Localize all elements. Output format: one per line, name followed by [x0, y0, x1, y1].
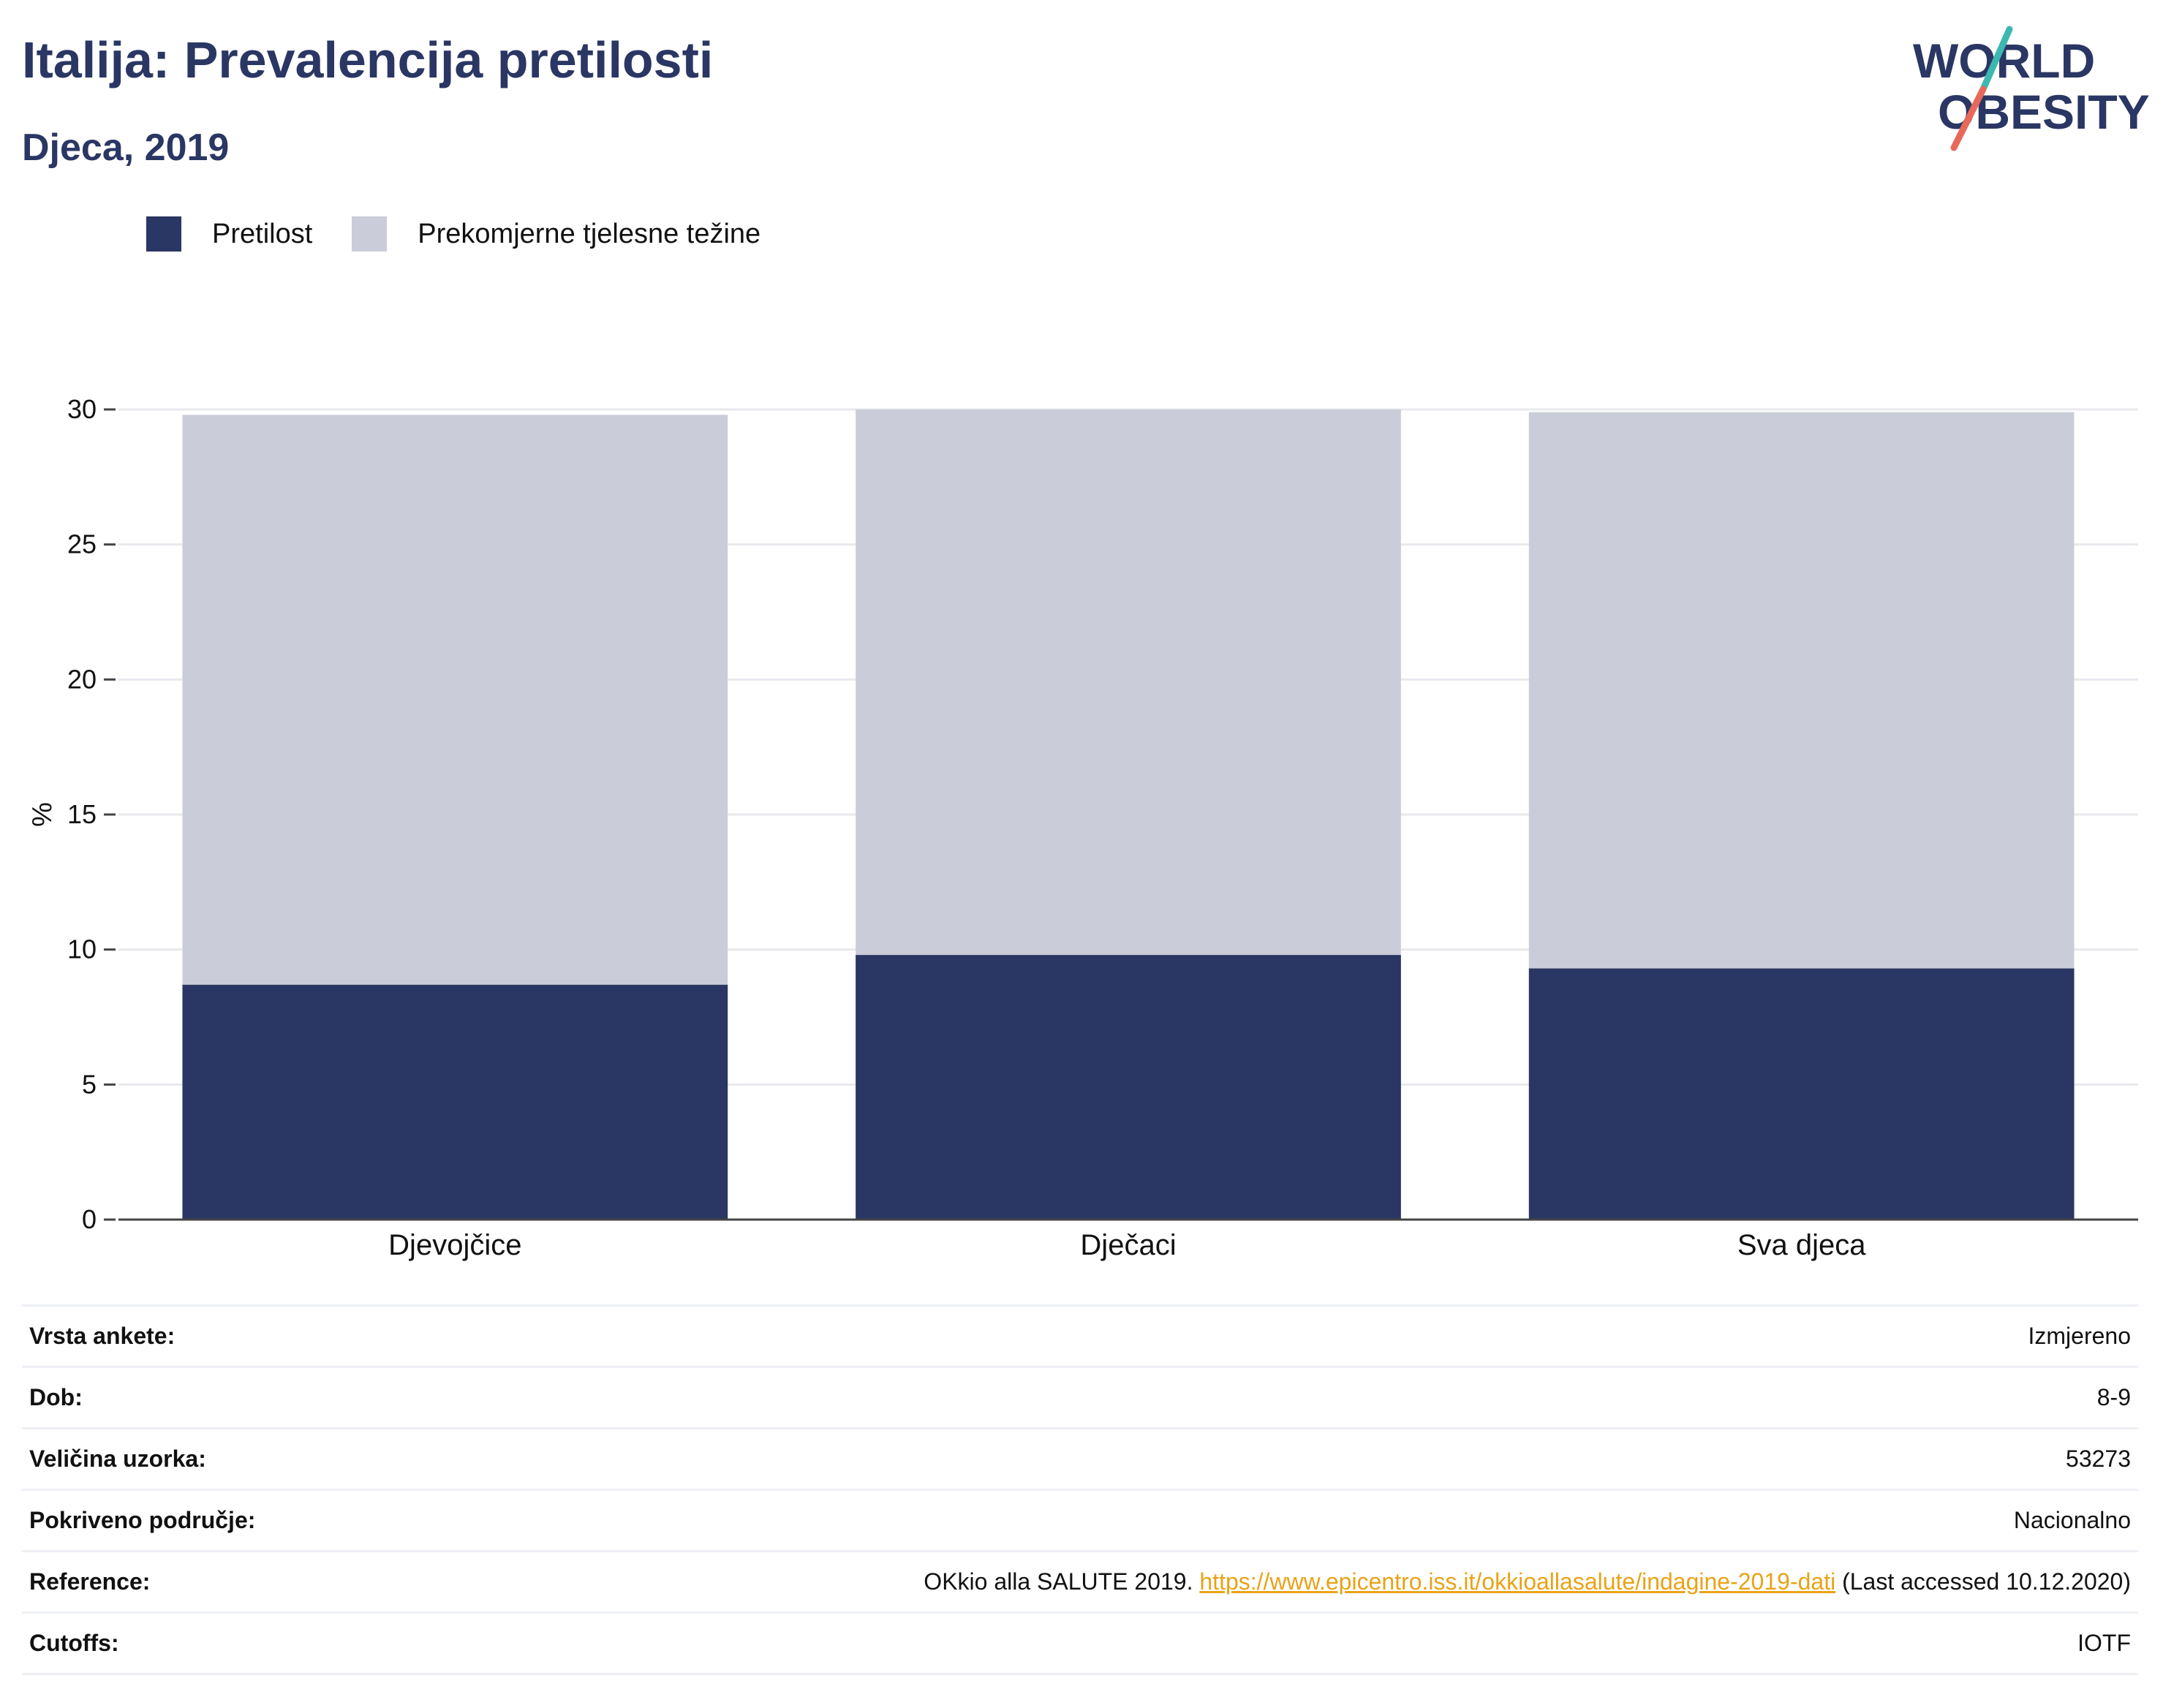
reference-accessed: (Last accessed 10.12.2020) [1835, 1568, 2131, 1595]
x-tick-label: Dječaci [1080, 1229, 1176, 1261]
info-label: Veličina uzorka: [22, 1427, 371, 1490]
chart-title: Italija: Prevalencija pretilosti [22, 31, 714, 88]
y-tick-label: 10 [67, 934, 97, 964]
info-value: 53273 [370, 1427, 2138, 1490]
y-tick-label: 25 [67, 529, 97, 559]
info-row-cutoffs: Cutoffs: IOTF [22, 1611, 2138, 1675]
legend-item-obesity[interactable]: Pretilost [146, 216, 312, 252]
reference-text: OKkio alla SALUTE 2019. [924, 1568, 1200, 1595]
y-tick-label: 5 [82, 1069, 97, 1099]
bar-overweight-2 [856, 409, 1401, 956]
survey-info-table: Vrsta ankete: Izmjereno Dob: 8-9 Veličin… [22, 1304, 2138, 1675]
y-tick-label: 15 [67, 799, 97, 829]
legend-swatch-overweight [352, 216, 388, 252]
info-label: Reference: [22, 1550, 371, 1613]
bar-overweight-1 [182, 415, 728, 985]
info-row-survey-type: Vrsta ankete: Izmjereno [22, 1304, 2138, 1367]
y-tick-label: 0 [82, 1204, 97, 1234]
info-row-reference: Reference: OKkio alla SALUTE 2019. https… [22, 1550, 2138, 1613]
bar-obesity-1 [182, 984, 728, 1220]
info-value: 8-9 [370, 1366, 2138, 1429]
legend-label-obesity: Pretilost [212, 218, 313, 249]
chart-subtitle: Djeca, 2019 [22, 126, 230, 169]
info-row-sample-size: Veličina uzorka: 53273 [22, 1427, 2138, 1490]
logo-slash-bottom [1950, 86, 1987, 151]
info-label: Vrsta ankete: [22, 1304, 371, 1367]
info-row-age: Dob: 8-9 [22, 1366, 2138, 1429]
bar-obesity-2 [856, 955, 1401, 1220]
info-value-reference: OKkio alla SALUTE 2019. https://www.epic… [370, 1550, 2138, 1613]
chart-legend: Pretilost Prekomjerne tjelesne težine [146, 216, 790, 252]
x-tick-label: Sva djeca [1737, 1229, 1866, 1261]
bar-obesity-3 [1528, 968, 2075, 1220]
info-label: Cutoffs: [22, 1611, 371, 1675]
logo-slash-top [1979, 26, 2013, 93]
y-axis-label: % [27, 802, 58, 827]
info-value: IOTF [370, 1611, 2138, 1675]
y-tick-label: 30 [67, 394, 97, 424]
info-row-coverage: Pokriveno područje: Nacionalno [22, 1489, 2138, 1552]
stacked-bar-chart: 0 5 10 15 20 25 30% Djevojčice Dječaci Sva djeca [27, 394, 2138, 1261]
legend-item-overweight[interactable]: Prekomjerne tjelesne težine [352, 216, 760, 252]
bar-overweight-3 [1528, 412, 2075, 969]
legend-label-overweight: Prekomjerne tjelesne težine [418, 218, 761, 249]
reference-link[interactable]: https://www.epicentro.iss.it/okkioallasa… [1199, 1568, 1836, 1595]
world-obesity-logo: WORLD OBESITY [1913, 26, 2150, 151]
legend-swatch-obesity [146, 216, 181, 252]
info-value: Izmjereno [370, 1304, 2138, 1367]
info-label: Pokriveno područje: [22, 1489, 371, 1552]
info-label: Dob: [22, 1366, 371, 1429]
x-tick-label: Djevojčice [388, 1229, 521, 1261]
info-value: Nacionalno [370, 1489, 2138, 1552]
y-tick-label: 20 [67, 664, 97, 694]
